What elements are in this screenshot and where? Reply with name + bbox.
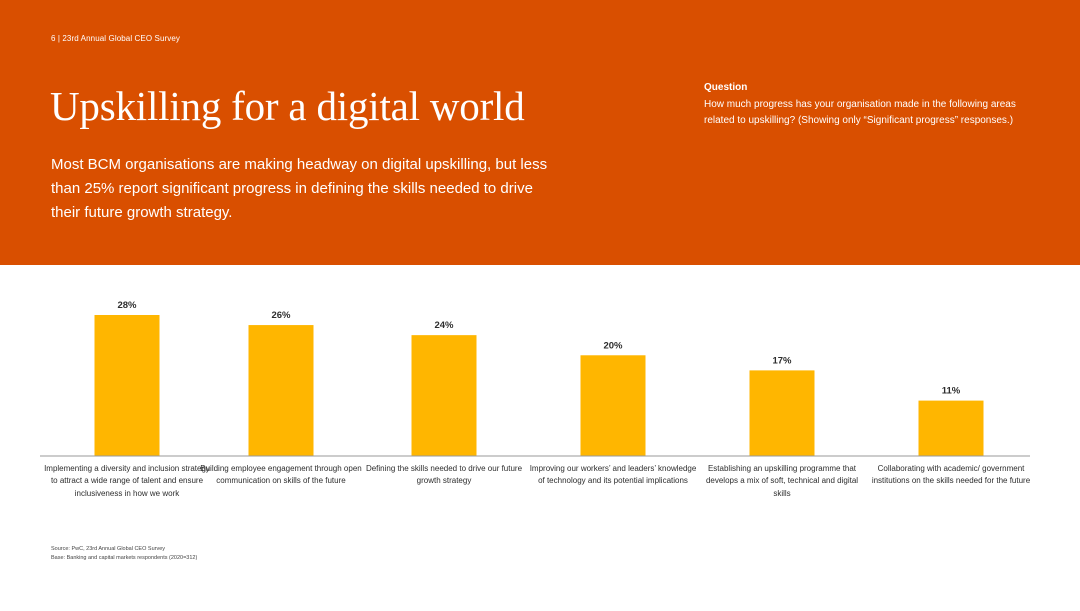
bar-value-label-5: 17% [772,355,792,366]
bar-4 [580,355,646,456]
bar-1 [94,315,160,456]
question-label: Question [704,82,748,93]
category-label-2: Building employee engagement through ope… [200,464,362,486]
category-label-1: Implementing a diversity and inclusion s… [44,464,210,498]
question-text: How much progress has your organisation … [704,99,1016,126]
page-title: Upskilling for a digital world [50,83,525,129]
bar-2 [248,325,314,456]
category-label-3: Defining the skills needed to drive our … [365,464,523,486]
source-note: Source: PwC, 23rd Annual Global CEO Surv… [51,546,166,552]
bar-value-label-2: 26% [271,310,291,321]
header-banner: 6 | 23rd Annual Global CEO Survey Upskil… [0,0,1080,265]
intro-text: Most BCM organisations are making headwa… [51,156,548,221]
bar-5 [749,370,815,456]
bar-value-label-1: 28% [117,300,137,311]
bar-3 [411,335,477,456]
bar-value-label-3: 24% [434,320,454,331]
category-label-6: Collaborating with academic/ government … [871,464,1031,486]
bar-value-label-6: 11% [942,386,961,397]
bars-group: 28% 26% 24% 20% 17% 11% [94,300,984,456]
bar-value-label-4: 20% [603,340,623,351]
category-label-5: Establishing an upskilling programme tha… [705,464,859,498]
page-number-header: 6 | 23rd Annual Global CEO Survey [51,34,181,43]
category-label-4: Improving our workers’ and leaders’ know… [529,464,697,486]
bar-6 [918,400,984,456]
footnotes: Source: PwC, 23rd Annual Global CEO Surv… [51,545,197,563]
base-note: Base: Banking and capital markets respon… [51,554,198,561]
bar-chart: 28% 26% 24% 20% 17% 11% [40,300,1030,457]
